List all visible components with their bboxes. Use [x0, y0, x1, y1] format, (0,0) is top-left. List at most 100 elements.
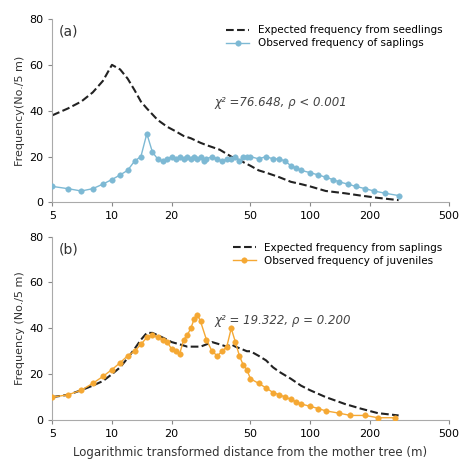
Expected frequency from saplings — [276, 369, 282, 375]
Expected frequency from saplings — [198, 344, 203, 349]
Expected frequency from seedlings — [181, 133, 186, 139]
Expected frequency from saplings — [307, 387, 313, 393]
Observed frequency of juveniles — [363, 412, 368, 418]
Expected frequency from seedlings — [198, 140, 203, 146]
Expected frequency from seedlings — [65, 106, 71, 111]
Observed frequency of juveniles — [247, 376, 253, 382]
Expected frequency from saplings — [125, 356, 130, 361]
Expected frequency from seedlings — [375, 195, 381, 201]
Expected frequency from seedlings — [228, 154, 234, 159]
Text: χ² =76.648, ρ < 0.001: χ² =76.648, ρ < 0.001 — [215, 96, 347, 109]
Expected frequency from saplings — [138, 337, 144, 343]
Expected frequency from seedlings — [298, 181, 304, 187]
Legend: Expected frequency from saplings, Observed frequency of juveniles: Expected frequency from saplings, Observ… — [228, 239, 447, 270]
Expected frequency from saplings — [288, 376, 294, 382]
Expected frequency from seedlings — [144, 106, 150, 111]
Observed frequency of saplings — [164, 156, 170, 162]
Expected frequency from seedlings — [396, 197, 401, 203]
Expected frequency from saplings — [224, 344, 229, 349]
Expected frequency from seedlings — [247, 163, 253, 169]
Line: Expected frequency from seedlings: Expected frequency from seedlings — [52, 65, 399, 200]
Line: Observed frequency of juveniles: Observed frequency of juveniles — [50, 312, 398, 420]
Expected frequency from seedlings — [109, 62, 115, 68]
Expected frequency from seedlings — [138, 99, 144, 104]
Observed frequency of saplings — [149, 149, 155, 155]
Observed frequency of saplings — [383, 191, 388, 196]
Observed frequency of juveniles — [173, 348, 179, 354]
Expected frequency from saplings — [164, 337, 170, 343]
Expected frequency from saplings — [244, 348, 250, 354]
Expected frequency from saplings — [65, 392, 71, 398]
Expected frequency from seedlings — [155, 117, 160, 123]
Expected frequency from saplings — [228, 341, 234, 347]
Expected frequency from saplings — [100, 378, 106, 384]
Expected frequency from saplings — [160, 335, 165, 340]
Expected frequency from saplings — [396, 412, 401, 418]
Expected frequency from saplings — [149, 330, 155, 336]
Expected frequency from saplings — [217, 341, 223, 347]
Expected frequency from seedlings — [78, 99, 84, 104]
Expected frequency from seedlings — [117, 67, 123, 73]
Text: (a): (a) — [58, 25, 78, 38]
Expected frequency from saplings — [191, 344, 197, 349]
Expected frequency from seedlings — [90, 90, 96, 95]
Expected frequency from seedlings — [323, 188, 328, 194]
Observed frequency of saplings — [144, 131, 150, 137]
X-axis label: Logarithmic transformed distance from the mother tree (m): Logarithmic transformed distance from th… — [73, 446, 428, 459]
Expected frequency from saplings — [184, 344, 190, 349]
Text: (b): (b) — [58, 242, 78, 256]
Y-axis label: Frequency(No./5 m): Frequency(No./5 m) — [15, 55, 25, 166]
Expected frequency from seedlings — [204, 142, 210, 148]
Observed frequency of juveniles — [49, 394, 55, 400]
Expected frequency from saplings — [298, 383, 304, 389]
Expected frequency from saplings — [90, 383, 96, 389]
Observed frequency of juveniles — [392, 415, 398, 420]
Expected frequency from saplings — [209, 339, 215, 345]
Expected frequency from seedlings — [342, 191, 348, 196]
Expected frequency from seedlings — [164, 124, 170, 129]
Observed frequency of juveniles — [194, 312, 200, 318]
Expected frequency from saplings — [238, 346, 244, 352]
Observed frequency of saplings — [396, 193, 401, 199]
Expected frequency from seedlings — [132, 87, 137, 93]
Y-axis label: Frequency (No./5 m): Frequency (No./5 m) — [15, 272, 25, 385]
Expected frequency from seedlings — [217, 147, 223, 153]
Expected frequency from saplings — [256, 353, 262, 359]
Expected frequency from saplings — [233, 344, 238, 349]
Line: Expected frequency from saplings: Expected frequency from saplings — [52, 333, 399, 415]
Expected frequency from saplings — [49, 394, 55, 400]
Expected frequency from saplings — [117, 365, 123, 370]
Expected frequency from seedlings — [256, 167, 262, 173]
Observed frequency of saplings — [345, 181, 351, 187]
Expected frequency from seedlings — [100, 78, 106, 84]
Expected frequency from seedlings — [288, 179, 294, 185]
Expected frequency from seedlings — [276, 174, 282, 180]
Expected frequency from saplings — [144, 330, 150, 336]
Expected frequency from saplings — [78, 387, 84, 393]
Expected frequency from saplings — [177, 341, 182, 347]
Expected frequency from saplings — [323, 394, 328, 400]
Observed frequency of saplings — [191, 154, 197, 159]
Expected frequency from saplings — [247, 348, 253, 354]
Observed frequency of juveniles — [270, 390, 276, 395]
Expected frequency from saplings — [375, 410, 381, 416]
Expected frequency from saplings — [132, 346, 137, 352]
Expected frequency from seedlings — [263, 170, 269, 175]
Expected frequency from seedlings — [358, 193, 364, 199]
Observed frequency of juveniles — [375, 415, 381, 420]
Legend: Expected frequency from seedlings, Observed frequency of saplings: Expected frequency from seedlings, Obser… — [222, 21, 447, 53]
Line: Observed frequency of saplings: Observed frequency of saplings — [50, 131, 401, 198]
Expected frequency from seedlings — [188, 136, 193, 141]
Expected frequency from saplings — [169, 339, 174, 345]
Expected frequency from saplings — [270, 365, 276, 370]
Expected frequency from seedlings — [125, 76, 130, 82]
Expected frequency from seedlings — [173, 128, 179, 134]
Text: χ² = 19.322, ρ = 0.200: χ² = 19.322, ρ = 0.200 — [215, 314, 351, 327]
Expected frequency from saplings — [109, 371, 115, 377]
Observed frequency of saplings — [49, 183, 55, 189]
Expected frequency from saplings — [263, 357, 269, 363]
Observed frequency of saplings — [117, 172, 123, 178]
Expected frequency from seedlings — [49, 112, 55, 118]
Expected frequency from seedlings — [238, 158, 244, 164]
Expected frequency from saplings — [155, 332, 160, 338]
